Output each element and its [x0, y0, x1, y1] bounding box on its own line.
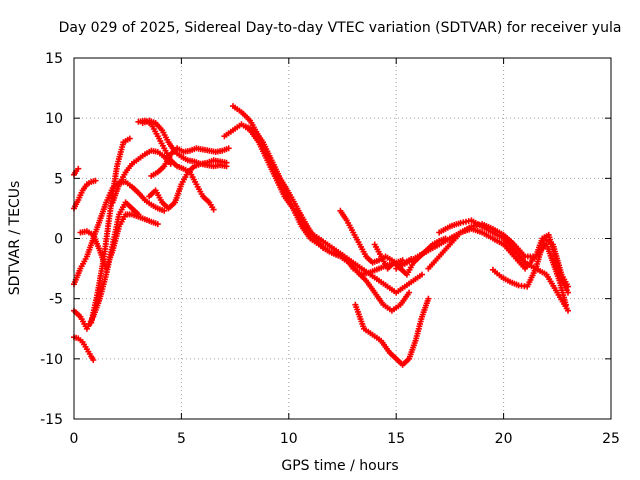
series-arc-11 [146, 157, 230, 212]
data-point [565, 289, 571, 296]
data-point [223, 159, 230, 166]
x-tick-label: 15 [387, 431, 405, 447]
y-axis-label: SDTVAR / TECUs [7, 181, 23, 296]
grid [74, 58, 611, 419]
y-tick-label: -5 [49, 292, 63, 308]
x-tick-label: 25 [602, 431, 620, 447]
data-point [565, 307, 571, 314]
data-point [126, 135, 133, 142]
x-tick-label: 10 [280, 431, 298, 447]
data-point [210, 206, 217, 213]
chart-title: Day 029 of 2025, Sidereal Day-to-day VTE… [59, 20, 622, 36]
series-arc-21 [436, 217, 571, 314]
data-point [425, 295, 432, 302]
series-arc-7 [88, 135, 133, 326]
data-series [71, 103, 571, 368]
data-point [161, 207, 168, 214]
y-tick-label: -15 [40, 412, 63, 428]
series-arc-17 [352, 295, 432, 368]
x-tick-label: 20 [495, 431, 513, 447]
data-point [154, 221, 161, 228]
series-line [339, 210, 412, 267]
data-point [565, 283, 571, 290]
series-arc-2 [71, 177, 99, 212]
data-point [90, 357, 97, 363]
series-arc-1 [71, 165, 82, 178]
plot-frame [73, 57, 612, 420]
data-point [92, 177, 99, 184]
data-point [419, 271, 425, 278]
y-tick-label: 5 [54, 171, 63, 187]
x-tick-label: 5 [177, 431, 186, 447]
series-arc-5 [71, 334, 97, 363]
y-tick-label: 10 [45, 111, 63, 127]
series-arc-12 [148, 145, 232, 179]
series-arc-15 [242, 123, 413, 314]
y-tick-label: -10 [40, 352, 63, 368]
data-point [75, 165, 82, 172]
series-arc-22 [489, 235, 571, 290]
x-axis-label: GPS time / hours [281, 458, 398, 474]
y-tick-label: 15 [45, 51, 63, 67]
data-point [225, 145, 232, 152]
series-arc-8 [109, 147, 174, 206]
y-tick-label: 0 [54, 232, 63, 248]
data-point [406, 289, 413, 296]
x-tick-label: 0 [70, 431, 79, 447]
